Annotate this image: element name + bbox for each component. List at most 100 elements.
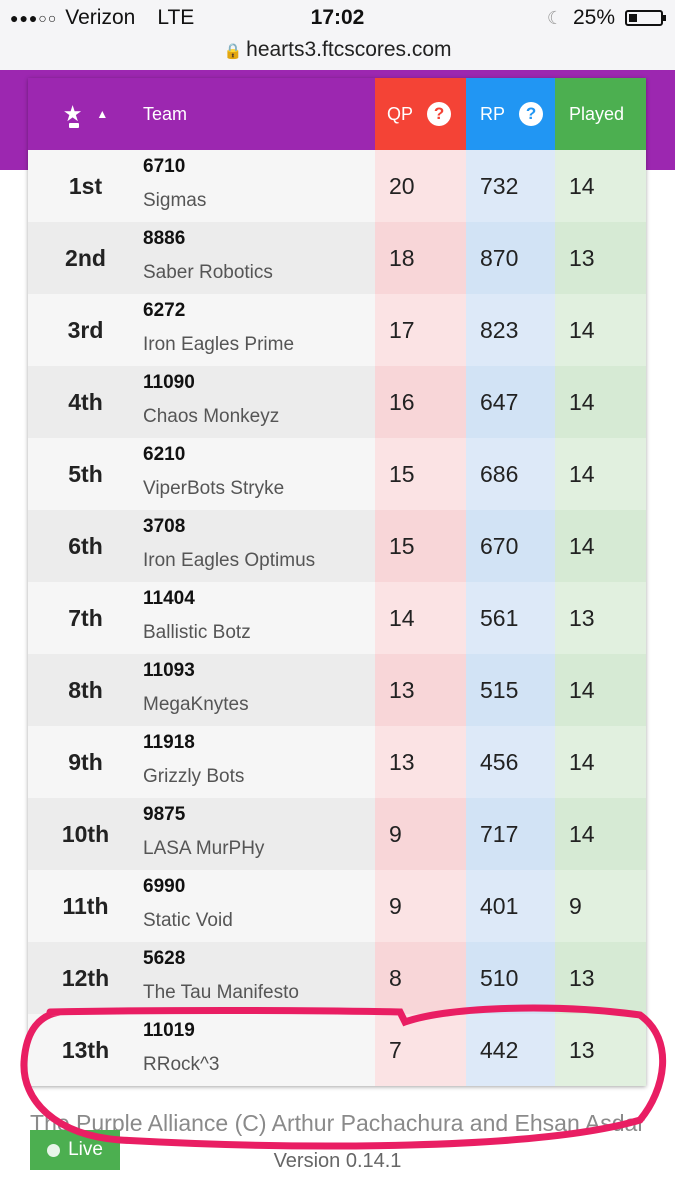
header-rp[interactable]: RP ? xyxy=(466,78,555,150)
played-cell: 13 xyxy=(555,582,646,654)
team-cell[interactable]: 11019 RRock^3 xyxy=(143,1014,375,1086)
played-cell: 14 xyxy=(555,366,646,438)
team-number: 11090 xyxy=(143,372,195,393)
qp-cell: 14 xyxy=(375,582,466,654)
team-number: 3708 xyxy=(143,516,186,537)
rank-cell: 3rd xyxy=(28,294,143,366)
rank-cell: 2nd xyxy=(28,222,143,294)
team-name: ViperBots Stryke xyxy=(143,478,285,499)
team-cell[interactable]: 11093 MegaKnytes xyxy=(143,654,375,726)
rp-cell: 823 xyxy=(466,294,555,366)
table-row[interactable]: 12th 5628 The Tau Manifesto 8 510 13 xyxy=(28,942,646,1014)
table-row[interactable]: 9th 11918 Grizzly Bots 13 456 14 xyxy=(28,726,646,798)
header-qp[interactable]: QP ? xyxy=(375,78,466,150)
rp-cell: 647 xyxy=(466,366,555,438)
table-row[interactable]: 8th 11093 MegaKnytes 13 515 14 xyxy=(28,654,646,726)
played-cell: 14 xyxy=(555,654,646,726)
header-rp-label: RP xyxy=(480,103,506,124)
battery-percent: 25% xyxy=(572,6,615,29)
qp-cell: 17 xyxy=(375,294,466,366)
live-indicator-button[interactable]: Live xyxy=(30,1130,120,1170)
team-name: The Tau Manifesto xyxy=(143,982,299,1003)
team-cell[interactable]: 8886 Saber Robotics xyxy=(143,222,375,294)
team-number: 6710 xyxy=(143,156,186,177)
team-number: 5628 xyxy=(143,948,186,969)
table-row[interactable]: 6th 3708 Iron Eagles Optimus 15 670 14 xyxy=(28,510,646,582)
rank-cell: 11th xyxy=(28,870,143,942)
rp-cell: 456 xyxy=(466,726,555,798)
status-right: ☾ 25% xyxy=(546,6,666,30)
header-played[interactable]: Played xyxy=(555,78,646,150)
carrier-label: Verizon xyxy=(65,6,136,29)
status-left: ●●●○○ Verizon LTE xyxy=(10,6,194,30)
rank-cell: 5th xyxy=(28,438,143,510)
team-cell[interactable]: 9875 LASA MurPHy xyxy=(143,798,375,870)
team-cell[interactable]: 6710 Sigmas xyxy=(143,150,375,222)
rank-cell: 4th xyxy=(28,366,143,438)
team-name: Ballistic Botz xyxy=(143,622,251,643)
team-name: Chaos Monkeyz xyxy=(143,406,280,427)
sort-rank-header[interactable]: ★ ▲ xyxy=(28,78,143,150)
qp-cell: 16 xyxy=(375,366,466,438)
team-cell[interactable]: 3708 Iron Eagles Optimus xyxy=(143,510,375,582)
table-row[interactable]: 13th 11019 RRock^3 7 442 13 xyxy=(28,1014,646,1086)
clock: 17:02 xyxy=(310,6,365,29)
team-cell[interactable]: 6990 Static Void xyxy=(143,870,375,942)
qp-cell: 13 xyxy=(375,726,466,798)
address-bar[interactable]: 🔒 hearts3.ftcscores.com xyxy=(0,38,675,62)
table-row[interactable]: 10th 9875 LASA MurPHy 9 717 14 xyxy=(28,798,646,870)
team-name: MegaKnytes xyxy=(143,694,249,715)
team-cell[interactable]: 6210 ViperBots Stryke xyxy=(143,438,375,510)
team-name: Iron Eagles Optimus xyxy=(143,550,316,571)
team-number: 11918 xyxy=(143,732,195,753)
table-row[interactable]: 5th 6210 ViperBots Stryke 15 686 14 xyxy=(28,438,646,510)
lock-icon: 🔒 xyxy=(223,43,243,60)
team-name: Static Void xyxy=(143,910,233,931)
played-cell: 13 xyxy=(555,1014,646,1086)
team-number: 11404 xyxy=(143,588,195,609)
played-cell: 14 xyxy=(555,150,646,222)
qp-help-icon[interactable]: ? xyxy=(427,102,452,126)
team-number: 6272 xyxy=(143,300,186,321)
table-row[interactable]: 2nd 8886 Saber Robotics 18 870 13 xyxy=(28,222,646,294)
rank-cell: 1st xyxy=(28,150,143,222)
table-row[interactable]: 4th 11090 Chaos Monkeyz 16 647 14 xyxy=(28,366,646,438)
rp-cell: 717 xyxy=(466,798,555,870)
played-cell: 14 xyxy=(555,294,646,366)
team-number: 9875 xyxy=(143,804,186,825)
qp-cell: 9 xyxy=(375,870,466,942)
team-cell[interactable]: 5628 The Tau Manifesto xyxy=(143,942,375,1014)
signal-icon: ●●●○○ xyxy=(10,10,58,26)
live-dot-icon xyxy=(47,1143,61,1157)
star-icon: ★ xyxy=(62,101,83,128)
team-name: Grizzly Bots xyxy=(143,766,245,787)
caret-up-icon: ▲ xyxy=(96,107,109,121)
table-row[interactable]: 1st 6710 Sigmas 20 732 14 xyxy=(28,150,646,222)
version-label: Version 0.14.1 xyxy=(273,1150,402,1172)
url-text: hearts3.ftcscores.com xyxy=(246,38,452,61)
team-cell[interactable]: 11918 Grizzly Bots xyxy=(143,726,375,798)
moon-icon: ☾ xyxy=(546,7,563,28)
team-cell[interactable]: 11404 Ballistic Botz xyxy=(143,582,375,654)
rp-cell: 670 xyxy=(466,510,555,582)
qp-cell: 18 xyxy=(375,222,466,294)
table-body: 1st 6710 Sigmas 20 732 14 2nd 8886 Saber Robotic… xyxy=(28,150,646,1086)
header-qp-label: QP xyxy=(387,103,414,124)
table-row[interactable]: 7th 11404 Ballistic Botz 14 561 13 xyxy=(28,582,646,654)
team-cell[interactable]: 6272 Iron Eagles Prime xyxy=(143,294,375,366)
network-label: LTE xyxy=(157,6,195,29)
rank-cell: 10th xyxy=(28,798,143,870)
table-row[interactable]: 3rd 6272 Iron Eagles Prime 17 823 14 xyxy=(28,294,646,366)
header-team[interactable]: Team xyxy=(143,103,188,124)
team-number: 11019 xyxy=(143,1020,195,1041)
rp-cell: 510 xyxy=(466,942,555,1014)
played-cell: 9 xyxy=(555,870,646,942)
team-number: 6990 xyxy=(143,876,186,897)
rp-help-icon[interactable]: ? xyxy=(519,102,544,126)
team-cell[interactable]: 11090 Chaos Monkeyz xyxy=(143,366,375,438)
rankings-table: ★ ▲ Team QP ? RP ? Played 1st 6710 Sigmas 2… xyxy=(28,78,646,1086)
played-cell: 14 xyxy=(555,510,646,582)
rank-cell: 13th xyxy=(28,1014,143,1086)
table-row[interactable]: 11th 6990 Static Void 9 401 9 xyxy=(28,870,646,942)
live-label: Live xyxy=(68,1139,103,1160)
